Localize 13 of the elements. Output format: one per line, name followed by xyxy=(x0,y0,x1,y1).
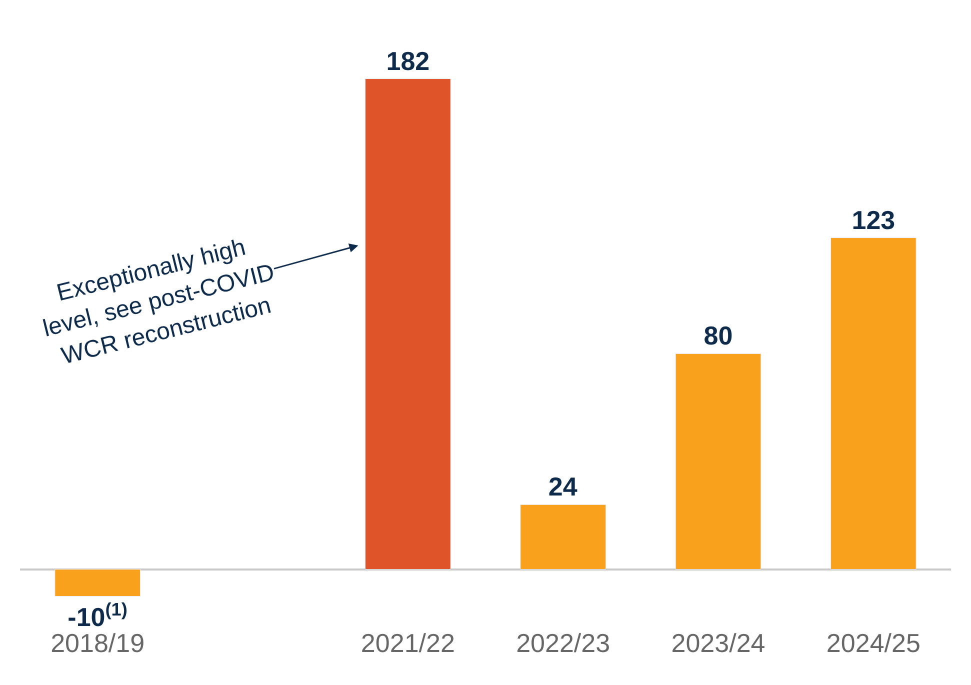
x-tick-label: 2022/23 xyxy=(516,628,610,658)
x-tick-label: 2024/25 xyxy=(826,628,920,658)
data-label: 182 xyxy=(386,46,430,76)
data-label: 24 xyxy=(548,472,578,502)
data-label: 123 xyxy=(852,204,896,235)
x-tick-label: 2021/22 xyxy=(360,628,455,658)
bar xyxy=(830,238,916,570)
bar xyxy=(54,569,140,596)
bar xyxy=(675,353,762,570)
bar xyxy=(520,504,606,570)
x-tick-label: 2023/24 xyxy=(671,628,766,658)
bar xyxy=(365,78,451,570)
data-label: 80 xyxy=(704,320,733,351)
